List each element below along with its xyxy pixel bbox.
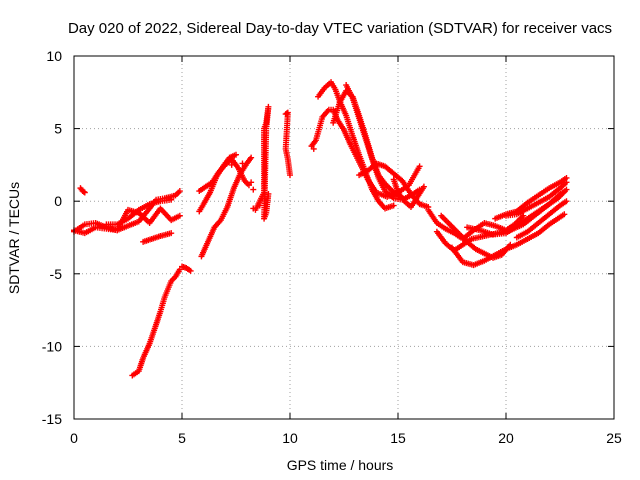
data-point xyxy=(563,186,570,193)
data-point xyxy=(250,205,257,212)
y-axis-label: SDTVAR / TECUs xyxy=(6,182,22,294)
data-point xyxy=(416,163,423,170)
x-tick-label: 25 xyxy=(606,430,622,446)
data-point xyxy=(561,211,568,218)
data-point xyxy=(81,189,88,196)
data-point xyxy=(80,188,87,195)
data-point xyxy=(256,202,263,209)
series-track-14 xyxy=(315,79,397,212)
x-tick-label: 0 xyxy=(70,430,78,446)
data-point xyxy=(168,230,175,237)
data-point xyxy=(250,186,257,193)
data-point xyxy=(233,151,239,158)
data-point xyxy=(261,180,268,187)
series-track-26 xyxy=(513,198,570,241)
series-track-7 xyxy=(179,263,194,274)
data-point xyxy=(420,183,427,190)
data-point xyxy=(168,196,175,203)
data-point xyxy=(228,161,235,168)
series-track-10 xyxy=(196,156,252,195)
series-track-6 xyxy=(77,185,88,196)
data-point xyxy=(563,179,570,186)
plot-area xyxy=(71,79,570,379)
plot-frame xyxy=(73,55,615,420)
x-tick-label: 20 xyxy=(498,430,514,446)
data-point xyxy=(310,145,317,152)
data-point xyxy=(248,179,255,186)
x-tick-label: 10 xyxy=(282,430,298,446)
data-point xyxy=(287,172,293,179)
data-point xyxy=(265,190,272,197)
data-point xyxy=(390,202,397,209)
y-tick-label: -15 xyxy=(42,411,62,427)
series-track-2 xyxy=(71,188,183,237)
series-track-8 xyxy=(198,154,255,260)
series-track-5 xyxy=(140,230,175,245)
series-track-18 xyxy=(390,176,427,211)
y-tick-label: -10 xyxy=(42,338,62,354)
data-point xyxy=(239,160,246,167)
y-tick-label: 0 xyxy=(54,193,62,209)
axis-ticks: 0 5 10 15 20 25 -15 -10 -5 0 5 10 xyxy=(42,48,622,446)
series-track-3 xyxy=(103,196,175,228)
data-point xyxy=(187,267,194,274)
y-tick-label: 5 xyxy=(54,121,62,137)
data-point xyxy=(248,154,255,161)
data-point xyxy=(520,212,527,219)
data-point xyxy=(563,198,570,205)
data-point xyxy=(176,212,183,219)
x-tick-label: 5 xyxy=(178,430,186,446)
y-tick-label: 10 xyxy=(46,48,62,64)
series-track-23 xyxy=(464,186,570,238)
series-track-22 xyxy=(438,212,514,261)
series-track-4 xyxy=(129,266,183,379)
series-track-12 xyxy=(282,109,293,179)
data-point xyxy=(507,241,514,248)
chart-title: Day 020 of 2022, Sidereal Day-to-day VTE… xyxy=(68,20,612,37)
series-track-11 xyxy=(252,103,272,222)
data-point xyxy=(176,188,183,195)
series-track-17 xyxy=(356,160,432,211)
series-track-25 xyxy=(503,179,570,219)
y-tick-label: -5 xyxy=(50,266,63,282)
x-tick-label: 15 xyxy=(390,430,406,446)
x-axis-label: GPS time / hours xyxy=(287,457,394,473)
